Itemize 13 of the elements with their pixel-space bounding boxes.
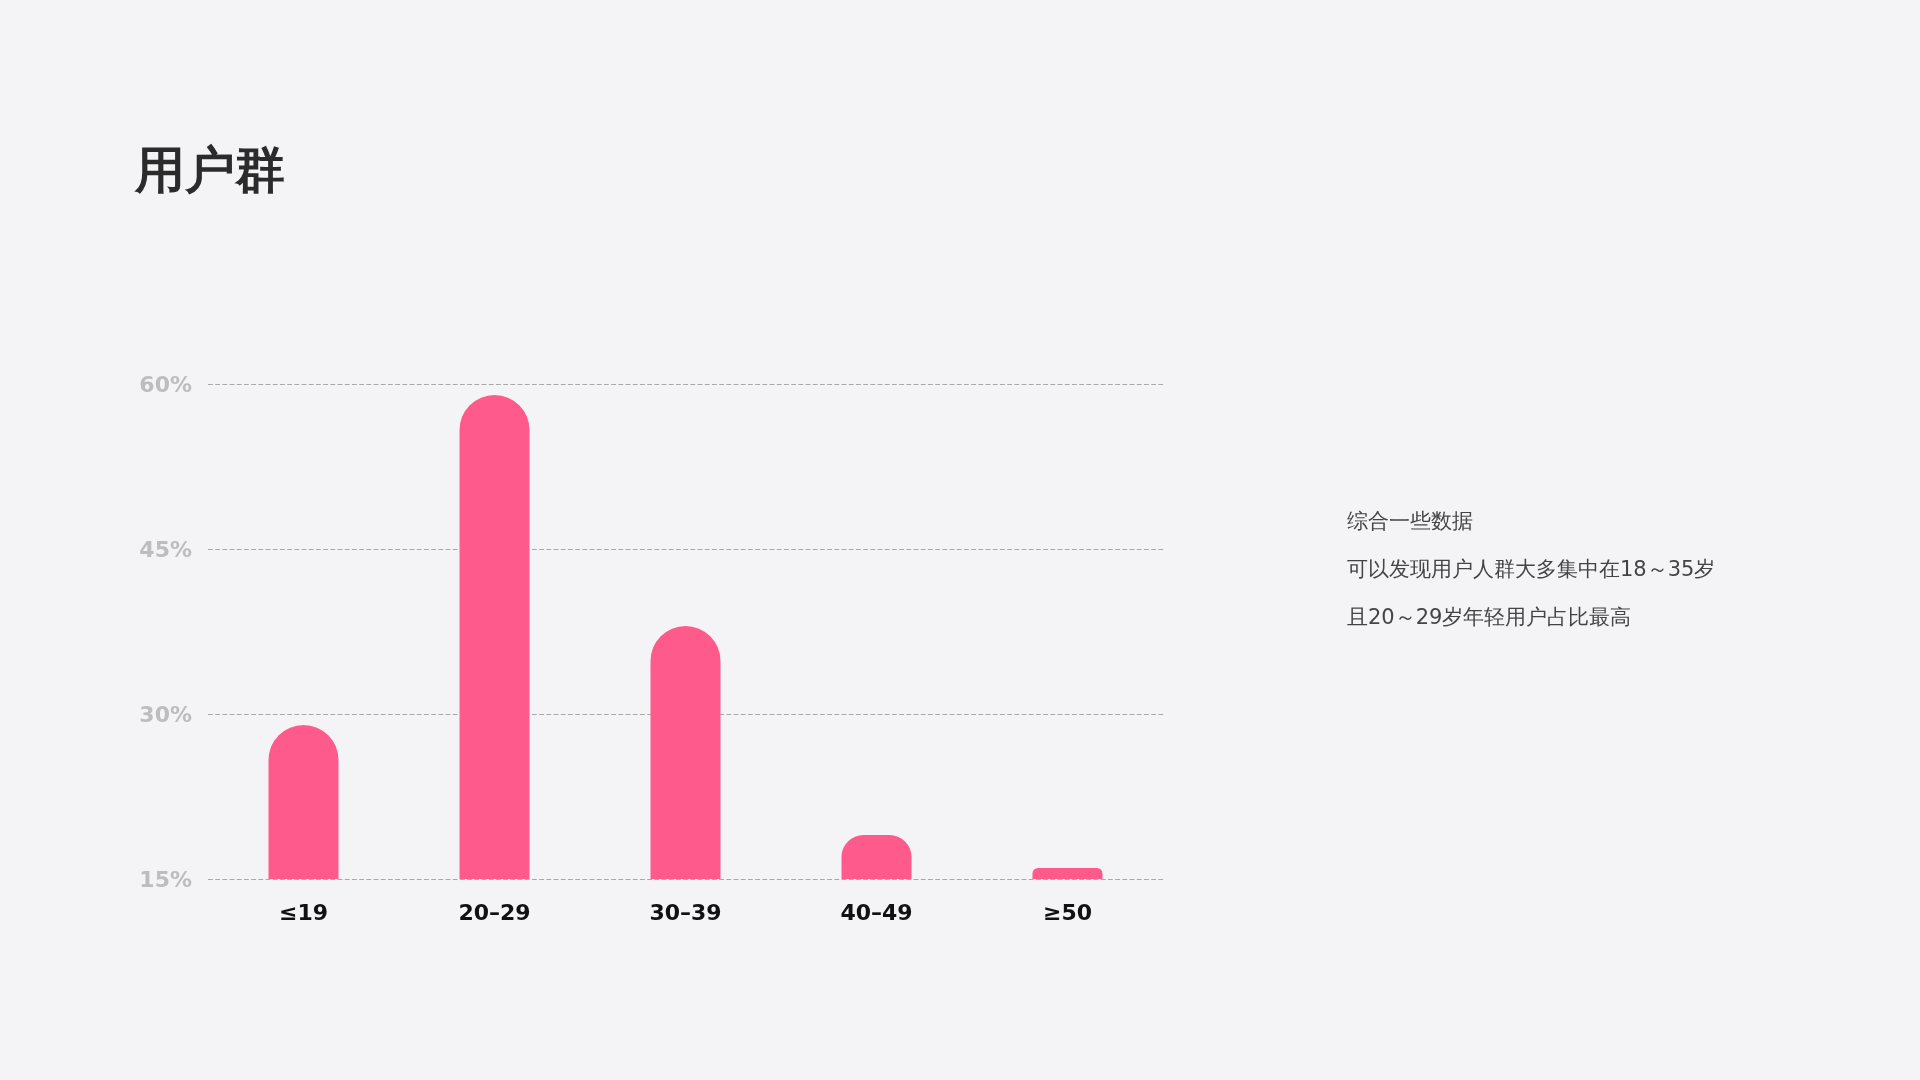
text: 可以发现用户人群大多集中在18～35岁	[1347, 556, 1716, 581]
x-tick-label: ≤19	[278, 899, 329, 925]
text: 且20～29岁年轻用户占比最高	[1347, 604, 1632, 629]
y-tick-label: 60%	[139, 371, 192, 397]
x-tick-label: 20–29	[458, 899, 531, 925]
y-tick-label: 45%	[139, 536, 192, 562]
y-tick-label: 30%	[139, 701, 192, 727]
x-tick-label: ≥50	[1042, 899, 1093, 925]
x-tick-label: 40–49	[840, 899, 913, 925]
chart-title: 用户群	[134, 141, 285, 199]
text: 综合一些数据	[1347, 508, 1473, 533]
x-tick-label: 30–39	[649, 899, 722, 925]
y-tick-label: 15%	[139, 866, 192, 892]
